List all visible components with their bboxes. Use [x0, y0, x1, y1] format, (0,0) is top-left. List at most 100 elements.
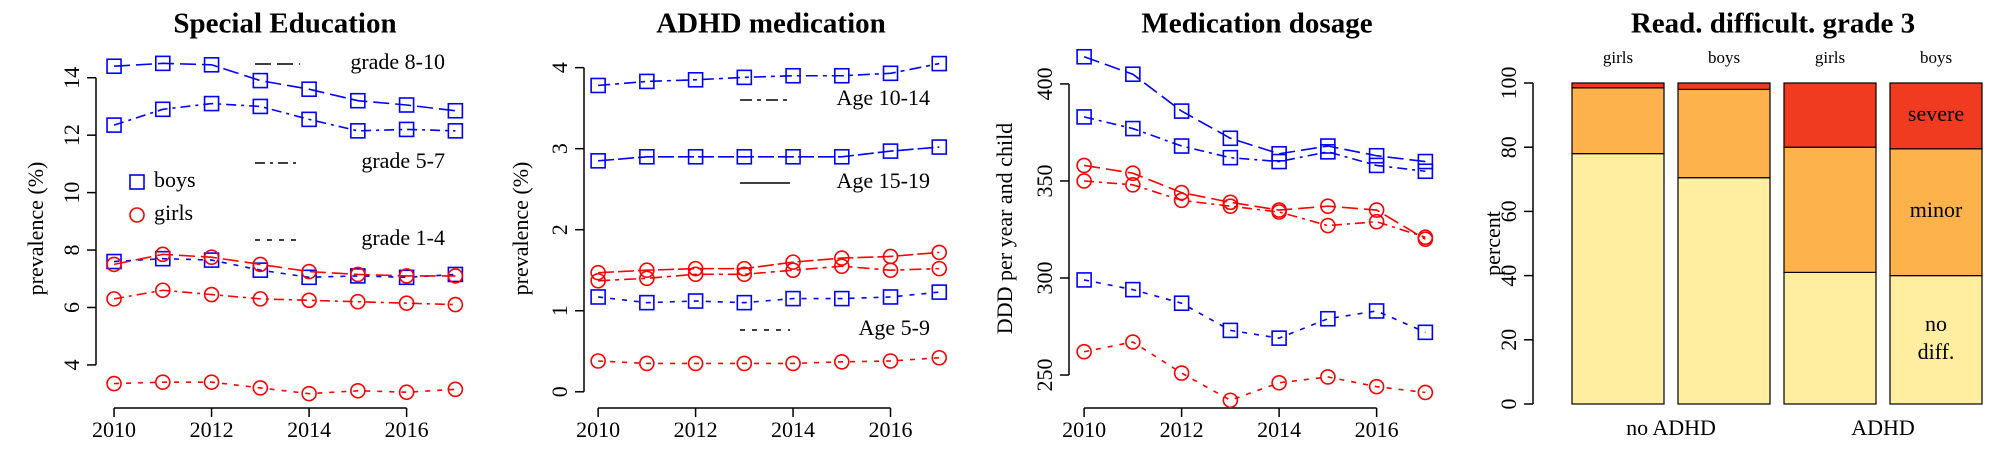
- marker-circle: [350, 293, 366, 310]
- marker-square: [1125, 120, 1141, 137]
- marker-circle: [252, 256, 269, 273]
- series-line: [1083, 56, 1426, 163]
- marker-circle: [1076, 157, 1092, 174]
- marker-circle: [252, 291, 269, 307]
- series-line: [113, 102, 456, 132]
- x-tick-label: 2014: [771, 417, 815, 442]
- series-line: [113, 62, 456, 112]
- marker-square: [203, 56, 220, 73]
- marker-circle: [301, 263, 317, 280]
- bar-segment: [1571, 82, 1665, 89]
- legend-label: grade 8-10: [350, 49, 445, 74]
- marker-circle: [155, 282, 171, 299]
- series-line: [1083, 116, 1426, 173]
- marker-square: [350, 123, 366, 139]
- marker-circle: [252, 380, 269, 396]
- y-tick-label: 100: [1496, 67, 1521, 100]
- marker-circle: [882, 353, 899, 369]
- marker-circle: [736, 266, 753, 283]
- y-tick-label: 0: [547, 386, 572, 397]
- chart-title: ADHD medication: [656, 8, 886, 40]
- segment-label: minor: [1910, 197, 1963, 222]
- marker-square: [736, 69, 753, 86]
- marker-circle: [931, 260, 948, 277]
- marker-circle: [129, 207, 145, 223]
- marker-square: [447, 102, 464, 119]
- x-tick-label: 2014: [287, 417, 331, 442]
- bar-segment: [1783, 146, 1877, 273]
- marker-square: [639, 73, 655, 90]
- marker-square: [155, 250, 171, 267]
- bar-segment: [1677, 177, 1771, 405]
- marker-circle: [203, 374, 220, 390]
- y-tick-label: 20: [1496, 329, 1521, 351]
- marker-circle: [106, 375, 122, 392]
- y-tick-label: 4: [547, 62, 572, 73]
- marker-circle: [1368, 378, 1385, 395]
- y-tick-label: 80: [1496, 136, 1521, 158]
- series-line: [113, 289, 456, 306]
- marker-square: [882, 143, 899, 159]
- marker-circle: [106, 256, 122, 273]
- marker-circle: [155, 374, 171, 390]
- marker-square: [882, 65, 899, 82]
- chart-title: Read. difficult. grade 3: [1631, 8, 1915, 40]
- marker-circle: [203, 286, 220, 303]
- marker-square: [833, 148, 850, 165]
- series-line: [1083, 164, 1426, 240]
- marker-square: [1222, 149, 1239, 166]
- marker-circle: [350, 382, 366, 399]
- marker-circle: [590, 264, 606, 281]
- marker-circle: [785, 254, 801, 270]
- marker-square: [252, 262, 269, 278]
- legend-label: grade 5-7: [361, 148, 445, 173]
- marker-circle: [1222, 198, 1239, 214]
- marker-circle: [833, 250, 850, 266]
- marker-square: [931, 55, 948, 72]
- y-tick-label: 10: [59, 182, 84, 204]
- marker-circle: [931, 349, 948, 366]
- y-tick-label: 60: [1496, 200, 1521, 222]
- marker-circle: [736, 355, 753, 372]
- legend-label: girls: [154, 200, 193, 225]
- series-line: [598, 356, 940, 365]
- marker-circle: [1320, 369, 1336, 385]
- group-label: ADHD: [1851, 415, 1915, 440]
- marker-square: [1125, 281, 1141, 298]
- marker-square: [590, 77, 606, 94]
- bar-top-label: girls: [1815, 48, 1845, 67]
- legend-label: Age 10-14: [837, 85, 930, 110]
- y-tick-label: 40: [1496, 265, 1521, 287]
- x-tick-label: 2012: [1160, 417, 1204, 442]
- marker-circle: [301, 385, 317, 402]
- series-line: [113, 253, 456, 277]
- y-axis-label: prevalence (%): [23, 162, 48, 296]
- series-line: [1083, 341, 1426, 402]
- marker-square: [155, 55, 171, 72]
- series-line: [1083, 279, 1426, 339]
- y-tick-label: 12: [59, 124, 84, 146]
- bar-top-label: boys: [1920, 48, 1952, 67]
- marker-circle: [1368, 213, 1385, 230]
- chart-title: Special Education: [173, 8, 396, 40]
- marker-square: [1076, 48, 1092, 65]
- group-label: no ADHD: [1626, 415, 1716, 440]
- x-tick-label: 2012: [674, 417, 718, 442]
- marker-circle: [1076, 343, 1092, 360]
- marker-square: [1320, 310, 1336, 327]
- series-line: [114, 381, 456, 395]
- marker-circle: [398, 384, 415, 401]
- marker-circle: [447, 268, 464, 284]
- marker-square: [590, 153, 606, 169]
- marker-circle: [590, 353, 606, 369]
- x-tick-label: 2016: [1355, 417, 1399, 442]
- marker-circle: [785, 355, 801, 372]
- marker-square: [1173, 103, 1190, 119]
- marker-circle: [687, 266, 704, 283]
- marker-circle: [639, 355, 655, 372]
- bar-segment: [1783, 82, 1877, 148]
- segment-label-line: no: [1925, 311, 1947, 336]
- marker-circle: [1271, 374, 1287, 391]
- marker-square: [785, 148, 801, 165]
- series-line: [598, 62, 940, 87]
